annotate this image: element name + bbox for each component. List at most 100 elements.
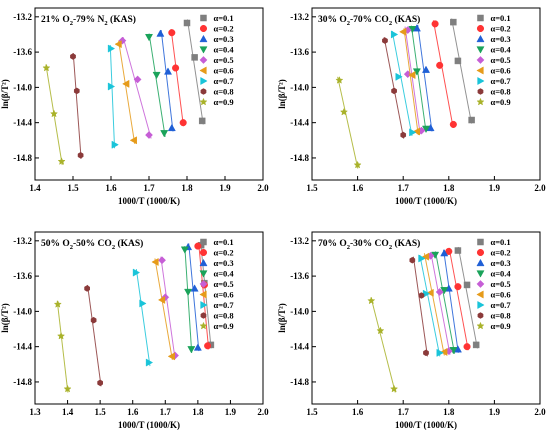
fit-line — [184, 246, 193, 353]
y-tick-label: -14.8 — [13, 377, 32, 387]
x-tick-label: 1.8 — [443, 183, 455, 193]
legend-marker — [199, 270, 208, 278]
x-tick-label: 1.8 — [181, 183, 193, 193]
legend-label: α=0.5 — [490, 279, 510, 289]
legend-label: α=0.3 — [213, 34, 233, 44]
x-tick-label: 1.3 — [29, 407, 41, 417]
fit-line — [72, 52, 82, 159]
series-a0-7 — [418, 254, 444, 357]
legend-marker — [476, 248, 485, 257]
data-point — [418, 254, 426, 263]
x-tick-label: 2.0 — [257, 407, 269, 417]
series-a0-6 — [114, 40, 137, 145]
x-axis-title: 1000/T (1000/K) — [395, 196, 457, 206]
data-point — [400, 131, 407, 139]
legend-marker — [200, 76, 208, 86]
legend-marker — [199, 280, 208, 288]
legend-label: α=0.1 — [490, 237, 510, 247]
data-point — [144, 33, 154, 42]
series-a0-4 — [180, 246, 196, 354]
panel-title-part: (KAS) — [392, 14, 420, 25]
data-point — [468, 116, 475, 124]
legend-marker — [199, 34, 208, 43]
data-point — [167, 352, 175, 361]
data-point — [435, 288, 444, 296]
legend-label: α=0.3 — [490, 258, 510, 268]
data-point — [472, 341, 480, 349]
data-point — [133, 75, 142, 84]
legend-label: α=0.6 — [490, 290, 510, 300]
x-tick-label: 1.8 — [443, 407, 455, 417]
panel-title-part: -50% CO — [73, 239, 112, 249]
legend-marker — [199, 97, 208, 106]
legend-label: α=0.4 — [213, 45, 234, 55]
series-a0-3 — [156, 29, 176, 132]
legend-label: α=0.8 — [490, 311, 510, 321]
data-point — [145, 131, 153, 139]
panel-title-part: 70% O — [318, 239, 347, 249]
data-point — [204, 342, 212, 350]
y-tick-label: -13.6 — [290, 47, 309, 57]
data-point — [418, 292, 425, 299]
legend-label: α=0.5 — [213, 55, 233, 65]
x-axis-title: 1000/T (1000/K) — [118, 196, 180, 206]
x-axis-title: 1000/T (1000/K) — [118, 420, 180, 430]
data-point — [172, 64, 180, 72]
chart-panel-1: 1.4 1.5 1.6 1.7 1.8 1.9 2.0 -13.2 -13.6 -14.0 -14.… — [0, 7, 269, 206]
legend-marker — [477, 312, 484, 319]
fit-line — [370, 297, 396, 393]
panel-title-part: 2 — [389, 20, 392, 27]
panel-title-part: 30% O — [318, 15, 347, 25]
series-a0-7 — [132, 268, 154, 367]
y-tick-label: -14.0 — [290, 82, 309, 92]
legend-label: α=0.9 — [490, 321, 510, 331]
data-point — [122, 79, 130, 88]
data-point — [152, 71, 161, 80]
legend-marker — [199, 290, 207, 299]
fit-line — [154, 258, 173, 360]
fit-line — [118, 40, 136, 144]
legend-marker — [200, 312, 207, 319]
panel-title-part: (KAS) — [392, 238, 420, 249]
x-tick-label: 1.5 — [306, 407, 318, 417]
y-tick-label: -13.2 — [13, 236, 32, 246]
fit-line — [451, 18, 473, 124]
fit-line — [188, 243, 200, 352]
legend-label: α=0.4 — [490, 45, 511, 55]
data-point — [376, 326, 385, 335]
y-tick-label: -14.0 — [290, 306, 309, 316]
x-tick-label: 1.6 — [352, 183, 364, 193]
legend-label: α=0.3 — [490, 34, 510, 44]
legend-label: α=0.1 — [213, 237, 233, 247]
data-point — [57, 331, 66, 340]
x-tick-label: 1.7 — [398, 407, 410, 417]
legend-label: α=0.8 — [490, 87, 510, 97]
legend-marker — [476, 280, 485, 288]
legend-marker — [199, 66, 207, 75]
data-point — [184, 288, 193, 297]
legend-label: α=0.7 — [213, 76, 234, 86]
panel-title-part: -70% CO — [350, 15, 389, 25]
data-point — [157, 295, 166, 304]
series-a0-4 — [408, 25, 431, 133]
series-a0-8 — [84, 284, 103, 387]
data-point — [97, 379, 103, 387]
data-point — [440, 249, 449, 257]
legend-label: α=0.8 — [213, 87, 233, 97]
legend-label: α=0.7 — [213, 300, 234, 310]
x-tick-label: 1.5 — [95, 407, 107, 417]
data-point — [132, 268, 141, 277]
data-point — [42, 63, 51, 72]
series-a0-6 — [421, 252, 448, 356]
series-a0-9 — [335, 76, 362, 169]
data-point — [145, 358, 154, 367]
y-tick-label: -14.8 — [290, 377, 309, 387]
legend-marker — [476, 56, 485, 64]
fit-line — [434, 251, 456, 354]
legend-marker — [477, 76, 485, 86]
x-tick-label: 1.5 — [306, 183, 318, 193]
data-point — [53, 300, 62, 308]
data-point — [49, 109, 59, 118]
data-point — [156, 29, 165, 37]
data-point — [399, 27, 407, 36]
